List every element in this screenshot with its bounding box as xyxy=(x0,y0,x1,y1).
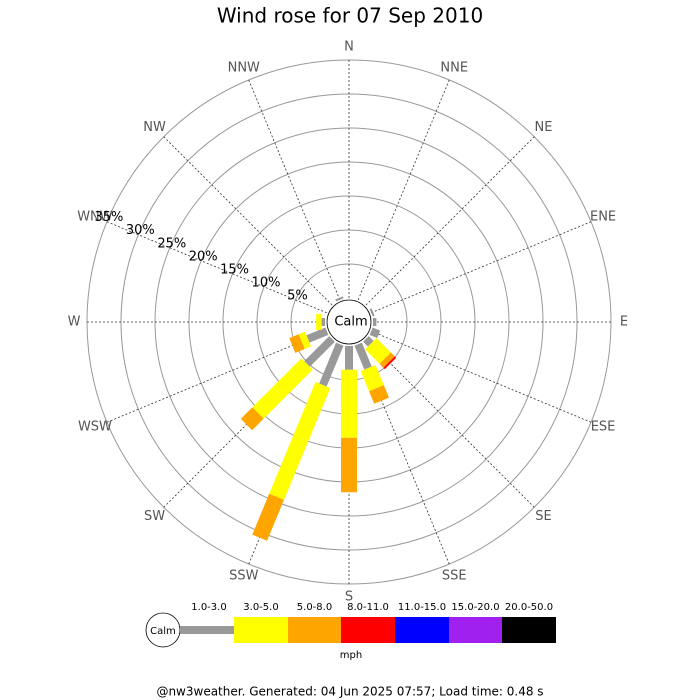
direction-label: NE xyxy=(534,120,552,135)
legend-calm-label: Calm xyxy=(150,626,176,637)
legend-unit: mph xyxy=(340,650,362,661)
legend-label: 20.0-50.0 xyxy=(505,602,553,613)
r-tick-label: 25% xyxy=(157,236,186,251)
r-tick-label: 35% xyxy=(94,210,123,225)
direction-label: ESE xyxy=(591,420,616,435)
r-tick-label: 20% xyxy=(189,249,218,264)
legend-swatch xyxy=(341,617,395,643)
segment xyxy=(289,334,305,353)
legend-swatch xyxy=(449,617,502,643)
r-tick-label: 30% xyxy=(126,223,155,238)
segment xyxy=(304,336,335,367)
segment xyxy=(369,308,375,317)
r-tick-label: 15% xyxy=(220,262,249,277)
direction-label: S xyxy=(345,590,353,605)
legend-swatch xyxy=(234,617,288,643)
segment xyxy=(252,493,284,541)
legend-swatch xyxy=(502,617,556,643)
direction-label: SE xyxy=(535,509,551,524)
segment xyxy=(354,342,372,370)
segment xyxy=(360,364,384,392)
r-tick-label: 5% xyxy=(287,288,308,303)
direction-label: SSW xyxy=(229,569,259,584)
direction-label: NNW xyxy=(228,60,260,75)
footer: @nw3weather. Generated: 04 Jun 2025 07:5… xyxy=(156,685,543,699)
segment xyxy=(369,327,381,339)
direction-label: N xyxy=(344,40,354,55)
segment xyxy=(306,327,329,343)
segment xyxy=(379,352,395,368)
segment xyxy=(335,296,344,302)
r-tick-label: 10% xyxy=(252,275,281,290)
segment xyxy=(383,356,397,370)
direction-label: E xyxy=(620,315,628,330)
legend-label: 1.0-3.0 xyxy=(191,602,226,613)
segment xyxy=(298,331,312,349)
segment xyxy=(252,358,313,419)
direction-label: NNE xyxy=(440,60,468,75)
legend-swatch xyxy=(395,617,449,643)
direction-label: SSE xyxy=(442,569,467,584)
direction-label: WSW xyxy=(78,420,112,435)
legend-label: 5.0-8.0 xyxy=(297,602,332,613)
direction-label: SW xyxy=(144,509,165,524)
segment xyxy=(269,381,331,500)
segment xyxy=(240,407,264,431)
direction-label: NW xyxy=(143,120,166,135)
direction-label: W xyxy=(68,315,81,330)
calm-label: Calm xyxy=(334,315,367,330)
legend-label: 11.0-15.0 xyxy=(398,602,446,613)
segment xyxy=(365,338,391,364)
legend-swatch xyxy=(180,626,234,634)
legend-swatch xyxy=(288,617,341,643)
legend-label: 8.0-11.0 xyxy=(347,602,389,613)
segment xyxy=(369,385,389,404)
direction-label: WNW xyxy=(77,209,113,224)
direction-label: ENE xyxy=(590,209,616,224)
legend-label: 15.0-20.0 xyxy=(451,602,499,613)
legend-label: 3.0-5.0 xyxy=(243,602,278,613)
segment xyxy=(363,336,374,347)
segment xyxy=(319,342,344,387)
calm-circle xyxy=(326,299,372,345)
chart-title: Wind rose for 07 Sep 2010 xyxy=(217,4,483,28)
